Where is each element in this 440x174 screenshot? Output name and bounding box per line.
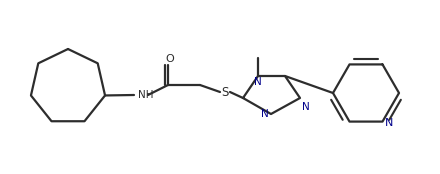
Text: N: N: [302, 102, 310, 112]
Text: O: O: [165, 54, 174, 64]
Text: N: N: [254, 77, 262, 87]
Text: N: N: [385, 118, 393, 128]
Text: S: S: [221, 85, 229, 98]
Text: NH: NH: [138, 90, 154, 100]
Text: N: N: [261, 109, 269, 119]
